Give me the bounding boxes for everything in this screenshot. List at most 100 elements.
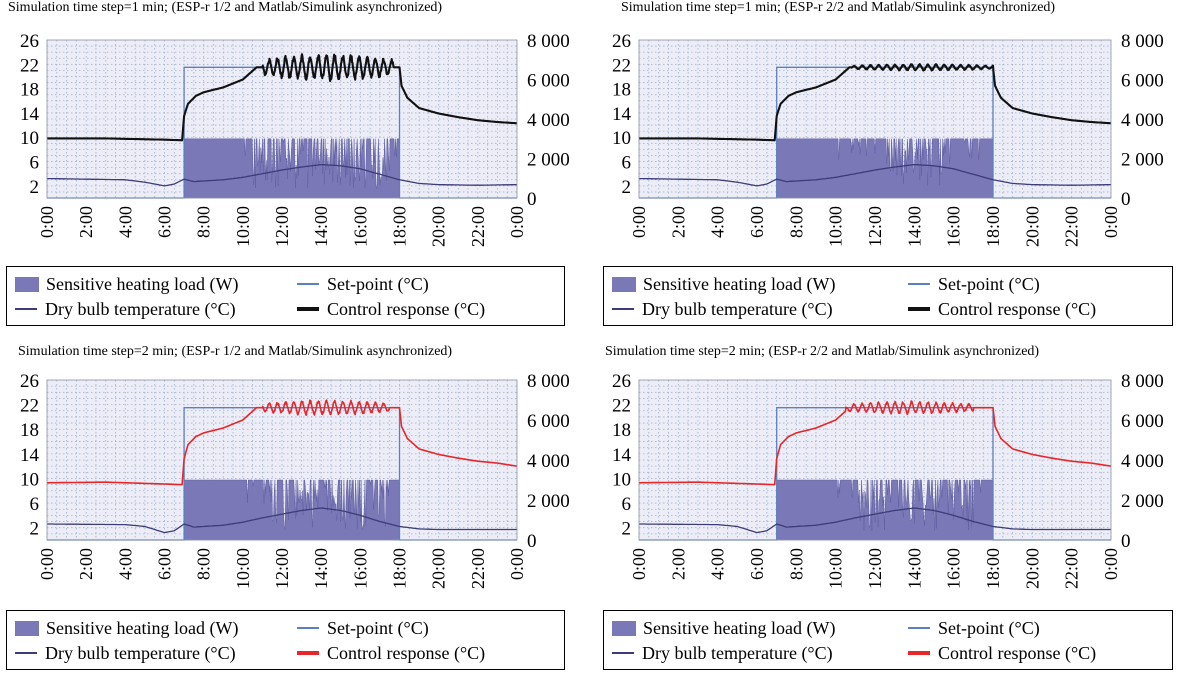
x-tick-label: 2:00 [76, 206, 96, 238]
legend-swatch-control [908, 651, 930, 655]
legend-label-control: Control response (°C) [938, 298, 1097, 319]
legend-item-setpoint: Set-point (°C) [908, 273, 1040, 295]
x-tick-label: 18:00 [390, 548, 410, 589]
x-tick-label: 20:00 [1022, 206, 1042, 247]
chart-panel: Simulation time step=1 min; (ESP-r 1/2 a… [0, 0, 595, 338]
x-tick-label: 14:00 [311, 548, 331, 589]
legend-label-setpoint: Set-point (°C) [938, 273, 1040, 294]
x-tick-label: 8:00 [194, 206, 214, 238]
y-right-tick-label: 6 000 [527, 71, 570, 92]
series-dry-bulb-line [639, 507, 1111, 534]
series-dry-bulb-line [47, 163, 518, 187]
x-tick-label: 18:00 [983, 548, 1003, 589]
series-heating-load [776, 479, 994, 541]
legend-label-control: Control response (°C) [327, 642, 486, 663]
x-tick-label: 8:00 [786, 206, 806, 238]
x-tick-label: 12:00 [865, 206, 885, 247]
y-left-tick-label: 10 [20, 469, 39, 490]
legend-swatch-dry-bulb [15, 652, 37, 654]
y-right-tick-label: 6 000 [527, 411, 570, 432]
y-right-tick-label: 0 [527, 189, 537, 210]
y-right-tick-label: 0 [1121, 189, 1131, 210]
legend-label-dry-bulb: Dry bulb temperature (°C) [642, 642, 833, 663]
y-left-tick-label: 22 [20, 55, 39, 76]
x-tick-label: 0:00 [507, 206, 527, 238]
y-left-tick-label: 6 [30, 494, 40, 515]
y-right-tick-label: 8 000 [527, 371, 570, 392]
x-tick-label: 12:00 [272, 206, 292, 247]
chart-legend: Sensitive heating load (W) Set-point (°C… [6, 266, 565, 326]
x-tick-label: 6:00 [155, 206, 175, 238]
chart-panel: Simulation time step=1 min; (ESP-r 2/2 a… [595, 0, 1190, 338]
x-tick-label: 2:00 [668, 548, 688, 580]
x-tick-label: 4:00 [115, 206, 135, 238]
legend-swatch-setpoint [908, 283, 930, 285]
plot-border [46, 39, 518, 199]
x-tick-label: 2:00 [76, 548, 96, 580]
plot-border [638, 379, 1112, 541]
legend-label-setpoint: Set-point (°C) [327, 273, 429, 294]
legend-swatch-load [612, 620, 636, 636]
y-right-tick-label: 0 [1121, 531, 1131, 552]
series-control-response-line [638, 63, 1112, 142]
x-tick-label: 4:00 [115, 548, 135, 580]
x-tick-label: 22:00 [468, 548, 488, 589]
x-tick-label: 14:00 [904, 206, 924, 247]
heating-load-area [183, 479, 400, 541]
y-right-tick-label: 2 000 [527, 491, 570, 512]
y-right-tick-label: 6 000 [1121, 411, 1164, 432]
legend-item-control: Control response (°C) [908, 642, 1096, 664]
y-left-tick-label: 14 [612, 445, 632, 466]
y-right-tick-label: 2 000 [1121, 150, 1164, 171]
y-left-tick-label: 22 [20, 396, 39, 417]
x-tick-label: 0:00 [629, 548, 649, 580]
legend-item-setpoint: Set-point (°C) [297, 617, 429, 639]
legend-item-load: Sensitive heating load (W) [15, 617, 238, 639]
legend-item-dry-bulb: Dry bulb temperature (°C) [15, 298, 236, 320]
y-left-tick-label: 22 [612, 396, 631, 417]
x-tick-label: 10:00 [233, 206, 253, 247]
y-right-tick-label: 4 000 [1121, 451, 1164, 472]
y-left-tick-label: 18 [612, 420, 631, 441]
plot-border [46, 379, 518, 541]
y-right-tick-label: 4 000 [527, 451, 570, 472]
y-left-tick-label: 26 [612, 371, 631, 392]
series-heating-load [183, 479, 400, 541]
y-right-tick-label: 4 000 [1121, 110, 1164, 131]
legend-item-control: Control response (°C) [908, 298, 1096, 320]
x-tick-label: 10:00 [233, 548, 253, 589]
chart-legend: Sensitive heating load (W) Set-point (°C… [603, 610, 1173, 670]
y-left-tick-label: 10 [20, 128, 39, 149]
y-left-tick-label: 2 [30, 519, 40, 540]
x-tick-label: 4:00 [708, 548, 728, 580]
legend-item-load: Sensitive heating load (W) [612, 273, 835, 295]
x-tick-label: 8:00 [786, 548, 806, 580]
legend-label-load: Sensitive heating load (W) [46, 617, 239, 638]
legend-label-setpoint: Set-point (°C) [938, 617, 1040, 638]
y-left-tick-label: 2 [622, 177, 632, 198]
y-right-tick-label: 2 000 [1121, 491, 1164, 512]
legend-item-dry-bulb: Dry bulb temperature (°C) [15, 642, 236, 664]
x-tick-label: 22:00 [1062, 206, 1082, 247]
legend-swatch-setpoint [297, 283, 319, 285]
x-tick-label: 0:00 [1101, 548, 1121, 580]
x-tick-label: 0:00 [1101, 206, 1121, 238]
x-tick-label: 6:00 [155, 548, 175, 580]
legend-item-load: Sensitive heating load (W) [15, 273, 238, 295]
y-right-tick-label: 8 000 [1121, 31, 1164, 52]
y-left-tick-label: 10 [612, 469, 631, 490]
y-left-tick-label: 14 [20, 104, 40, 125]
x-tick-label: 10:00 [826, 548, 846, 589]
y-right-tick-label: 2 000 [527, 150, 570, 171]
chart-title: Simulation time step=1 min; (ESP-r 1/2 a… [8, 0, 443, 15]
chart-title: Simulation time step=2 min; (ESP-r 1/2 a… [18, 344, 453, 359]
y-right-tick-label: 4 000 [527, 110, 570, 131]
x-tick-label: 12:00 [865, 548, 885, 589]
legend-swatch-dry-bulb [612, 652, 634, 654]
x-tick-label: 8:00 [194, 548, 214, 580]
x-tick-label: 0:00 [629, 206, 649, 238]
legend-label-load: Sensitive heating load (W) [643, 617, 836, 638]
legend-swatch-load [15, 620, 39, 636]
y-right-tick-label: 6 000 [1121, 71, 1164, 92]
legend-swatch-dry-bulb [612, 308, 634, 310]
